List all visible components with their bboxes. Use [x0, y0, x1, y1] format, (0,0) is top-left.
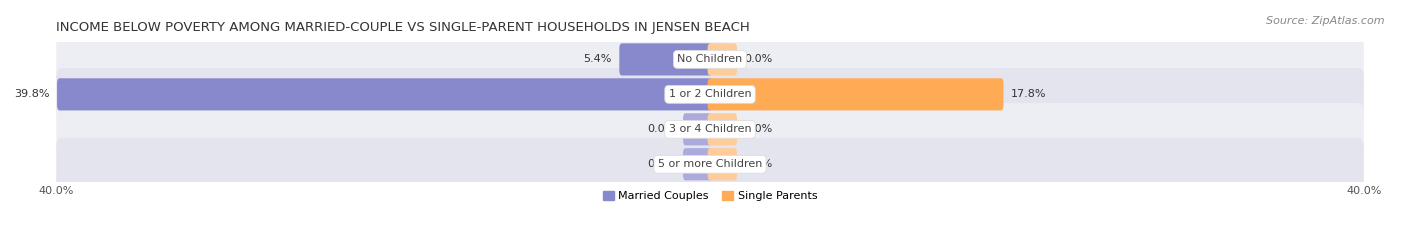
FancyBboxPatch shape: [56, 138, 1364, 191]
Text: 39.8%: 39.8%: [14, 89, 49, 99]
FancyBboxPatch shape: [58, 78, 713, 110]
Text: 0.0%: 0.0%: [744, 159, 773, 169]
FancyBboxPatch shape: [56, 68, 1364, 121]
Text: 5.4%: 5.4%: [583, 55, 612, 64]
Text: 5 or more Children: 5 or more Children: [658, 159, 762, 169]
FancyBboxPatch shape: [707, 78, 1004, 110]
FancyBboxPatch shape: [56, 103, 1364, 156]
Text: 0.0%: 0.0%: [744, 124, 773, 134]
FancyBboxPatch shape: [707, 113, 737, 145]
Text: 1 or 2 Children: 1 or 2 Children: [669, 89, 751, 99]
Text: INCOME BELOW POVERTY AMONG MARRIED-COUPLE VS SINGLE-PARENT HOUSEHOLDS IN JENSEN : INCOME BELOW POVERTY AMONG MARRIED-COUPL…: [56, 21, 749, 34]
FancyBboxPatch shape: [619, 43, 713, 75]
Text: 0.0%: 0.0%: [647, 159, 676, 169]
FancyBboxPatch shape: [683, 148, 713, 180]
Text: 17.8%: 17.8%: [1011, 89, 1046, 99]
FancyBboxPatch shape: [56, 33, 1364, 86]
Text: Source: ZipAtlas.com: Source: ZipAtlas.com: [1267, 16, 1385, 26]
Text: 0.0%: 0.0%: [744, 55, 773, 64]
Text: No Children: No Children: [678, 55, 742, 64]
FancyBboxPatch shape: [707, 148, 737, 180]
FancyBboxPatch shape: [707, 43, 737, 75]
Text: 0.0%: 0.0%: [647, 124, 676, 134]
FancyBboxPatch shape: [683, 113, 713, 145]
Legend: Married Couples, Single Parents: Married Couples, Single Parents: [603, 191, 817, 201]
Text: 3 or 4 Children: 3 or 4 Children: [669, 124, 751, 134]
